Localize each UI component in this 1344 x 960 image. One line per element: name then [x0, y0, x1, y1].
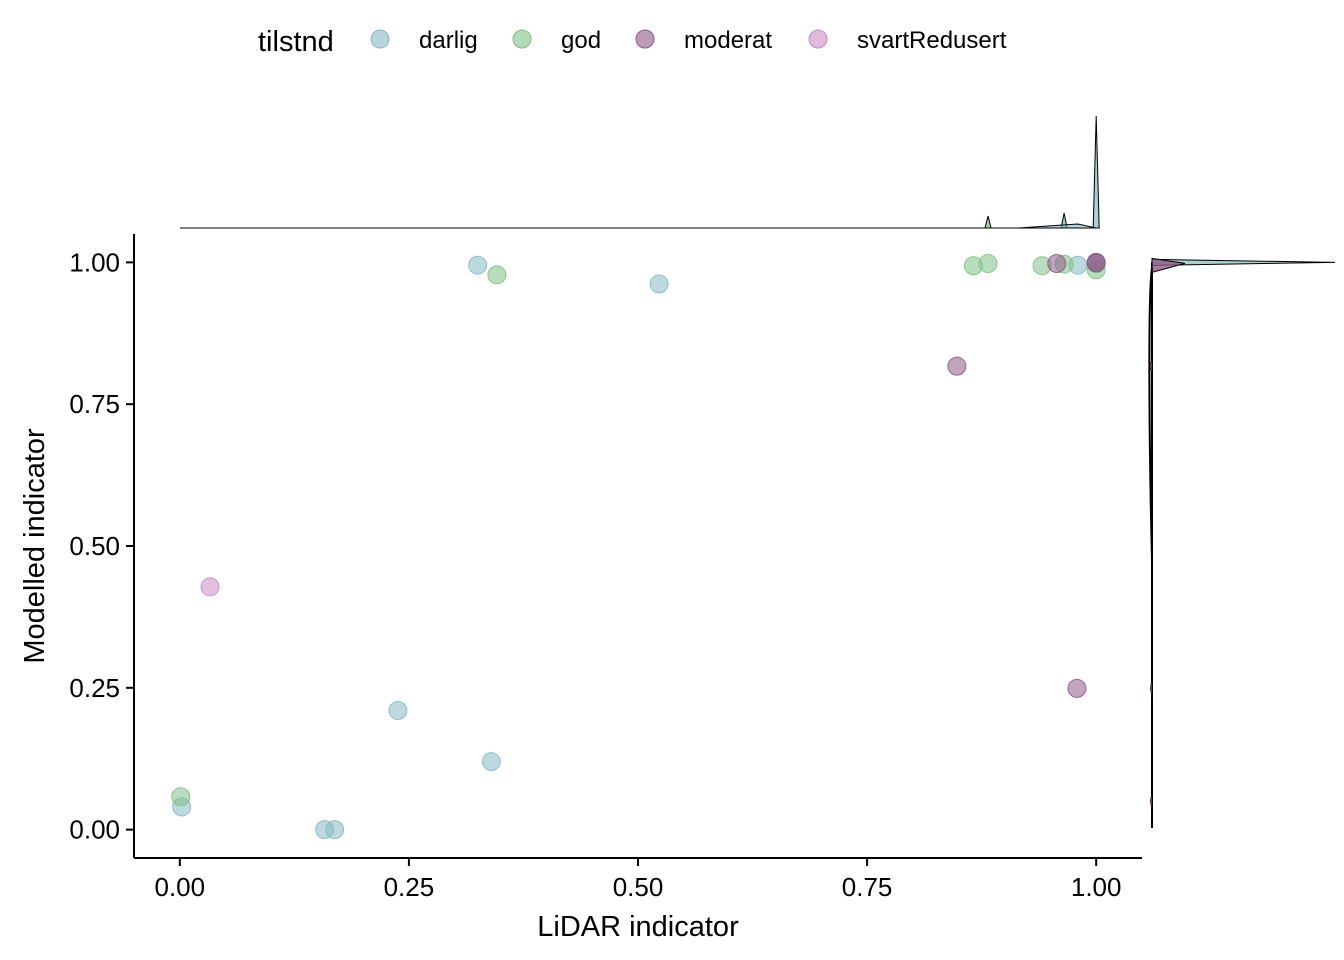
point-darlig: [468, 255, 488, 275]
y-axis-ticks: 0.00 0.25 0.50 0.75 1.00: [69, 247, 134, 845]
x-tick-label: 0.50: [613, 872, 664, 902]
right-density-peak: [1151, 257, 1186, 274]
y-tick-label: 0.50: [69, 531, 120, 561]
point-darlig: [388, 701, 408, 721]
y-tick-label: 0.25: [69, 673, 120, 703]
point-moderat: [1047, 253, 1067, 273]
top-density-peak: [1092, 115, 1100, 229]
legend-item-god: god: [512, 27, 601, 54]
point-god: [487, 265, 507, 285]
y-axis-title: Modelled indicator: [19, 428, 51, 664]
legend-label: god: [561, 27, 601, 54]
legend-title: tilstnd: [258, 26, 334, 58]
top-marginal-density: [180, 115, 1100, 229]
data-points: [171, 252, 1106, 840]
right-density-bump: [1149, 358, 1153, 375]
point-moderat: [1086, 253, 1106, 273]
legend-item-darlig: darlig: [370, 27, 478, 54]
point-darlig: [481, 752, 501, 772]
right-density-tail: [1148, 268, 1153, 561]
legend-items: darlig god moderat svartRedusert: [370, 27, 1007, 54]
top-density-shoulder: [1018, 223, 1097, 229]
legend-marker: [512, 29, 532, 49]
top-density-peak: [984, 215, 992, 229]
y-tick-label: 1.00: [69, 247, 120, 277]
x-axis-title: LiDAR indicator: [537, 911, 739, 943]
y-tick-label: 0.00: [69, 815, 120, 845]
x-tick-label: 0.25: [384, 872, 435, 902]
point-darlig: [325, 820, 345, 840]
x-axis-ticks: 0.00 0.25 0.50 0.75 1.00: [155, 858, 1122, 902]
point-moderat: [947, 356, 967, 376]
legend-label: darlig: [419, 27, 478, 54]
point-moderat: [1067, 678, 1087, 698]
legend-marker: [808, 29, 828, 49]
point-god: [171, 787, 191, 807]
x-tick-label: 1.00: [1071, 872, 1122, 902]
x-tick-label: 0.75: [842, 872, 893, 902]
right-density-bump: [1149, 680, 1153, 697]
right-marginal-density: [1148, 257, 1336, 828]
point-god: [978, 253, 998, 273]
legend-label: svartRedusert: [857, 27, 1007, 54]
right-density-bump: [1149, 793, 1153, 810]
legend-item-svartRedusert: svartRedusert: [808, 27, 1007, 54]
legend-label: moderat: [684, 27, 772, 54]
legend-marker: [370, 29, 390, 49]
legend-marker: [635, 29, 655, 49]
legend-item-moderat: moderat: [635, 27, 772, 54]
y-tick-label: 0.75: [69, 389, 120, 419]
x-tick-label: 0.00: [155, 872, 206, 902]
point-darlig: [649, 274, 669, 294]
legend: tilstnd darlig god moderat svartRedusert: [258, 26, 1007, 58]
point-svartRedusert: [200, 577, 220, 597]
